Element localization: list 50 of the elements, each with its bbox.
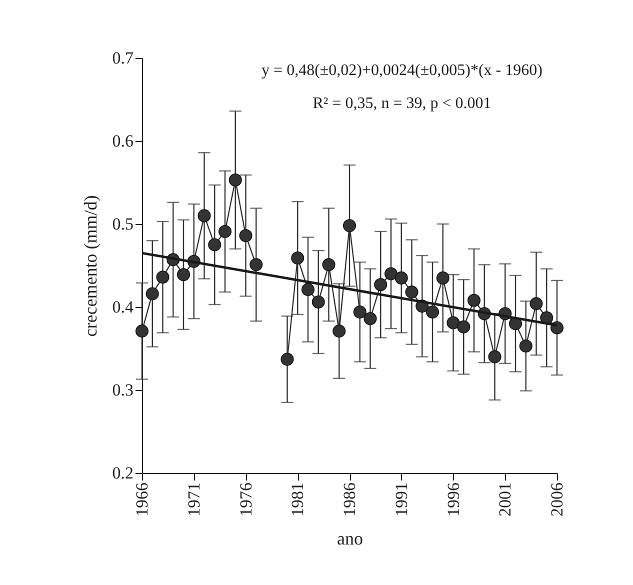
point: [312, 296, 325, 309]
point: [208, 238, 222, 252]
x-tick-label: 1976: [236, 482, 256, 516]
point: [135, 324, 149, 338]
point: [250, 258, 263, 272]
x-tick-label: 1981: [288, 482, 308, 516]
point: [457, 320, 470, 334]
y-tick-label: 0.3: [112, 380, 134, 400]
point: [322, 258, 336, 272]
point: [332, 324, 346, 338]
y-tick-label: 0.4: [112, 298, 134, 316]
point: [291, 252, 304, 265]
y-tick-label: 0.5: [112, 214, 134, 234]
point: [239, 229, 252, 242]
point: [488, 350, 502, 364]
point: [146, 287, 159, 300]
point: [342, 219, 356, 232]
x-tick-label: 1991: [392, 482, 411, 516]
point: [519, 340, 532, 353]
y-tick-label: 0.7: [112, 48, 134, 68]
point: [426, 305, 440, 318]
x-tick-label: 1996: [444, 482, 463, 516]
point: [374, 278, 388, 292]
annotation: R² = 0,35, n = 39, p < 0.001: [312, 95, 492, 112]
point: [364, 312, 377, 326]
point: [218, 224, 232, 238]
point: [353, 305, 366, 318]
point: [156, 270, 170, 284]
x-axis-title: ano: [337, 528, 363, 548]
point: [280, 352, 294, 366]
point: [530, 297, 543, 310]
point: [198, 209, 211, 222]
point: [228, 174, 242, 187]
x-tick-label: 2006: [548, 482, 566, 516]
point: [176, 268, 190, 282]
point: [467, 294, 481, 307]
x-tick-label: 2001: [496, 482, 515, 516]
point: [394, 271, 408, 284]
annotation: y = 0,48(±0,02)+0,0024(±0,005)*(x - 1960): [262, 62, 542, 79]
y-tick-label: 0.6: [112, 132, 134, 150]
point: [301, 283, 315, 296]
x-tick-label: 1971: [184, 482, 204, 516]
x-tick-label: 1966: [132, 482, 152, 516]
point: [384, 267, 398, 280]
y-axis-title: crecemento (mm/d): [80, 195, 100, 337]
point: [405, 286, 418, 299]
y-tick-label: 0.2: [112, 464, 134, 482]
point: [446, 316, 460, 330]
x-tick-label: 1986: [340, 482, 359, 516]
point: [436, 271, 450, 284]
